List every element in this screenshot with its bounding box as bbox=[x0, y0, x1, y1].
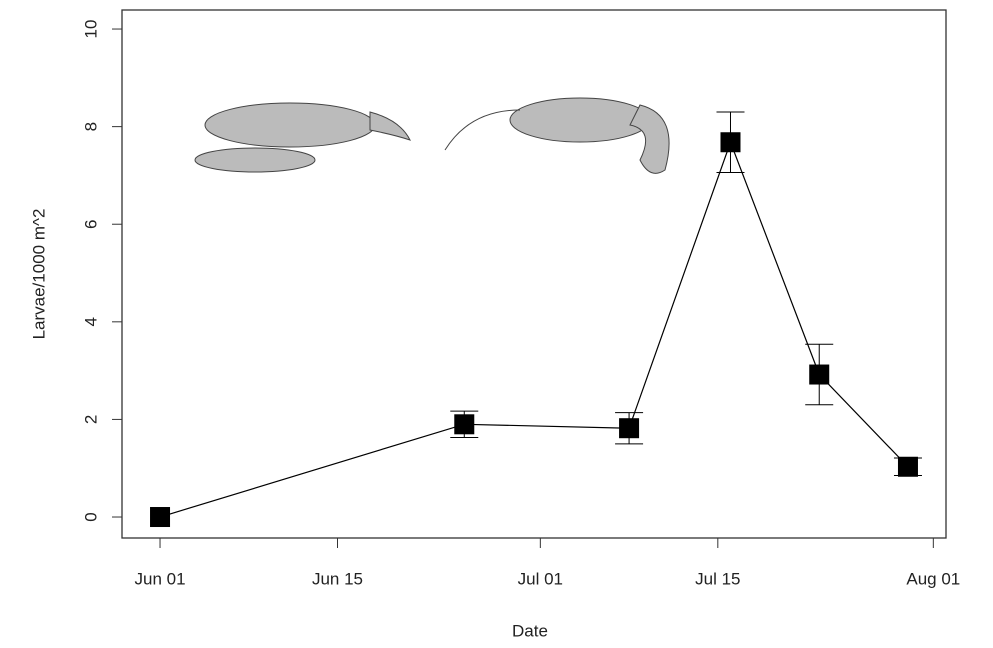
data-point bbox=[619, 418, 640, 439]
x-tick-label: Aug 01 bbox=[906, 569, 960, 588]
x-axis-title: Date bbox=[512, 621, 548, 640]
plot-frame bbox=[121, 9, 947, 539]
x-tick-label: Jul 01 bbox=[518, 569, 563, 588]
x-tick-label: Jul 15 bbox=[695, 569, 740, 588]
y-axis-title: Larvae/1000 m^2 bbox=[29, 209, 48, 340]
data-line bbox=[159, 140, 909, 518]
x-tick-label: Jun 01 bbox=[135, 569, 186, 588]
y-tick-label: 8 bbox=[81, 122, 100, 131]
y-tick-label: 6 bbox=[81, 219, 100, 228]
data-point bbox=[150, 507, 171, 528]
data-point bbox=[809, 364, 830, 385]
y-tick-label: 0 bbox=[81, 512, 100, 521]
x-tick-label: Jun 15 bbox=[312, 569, 363, 588]
y-tick-label: 2 bbox=[81, 415, 100, 424]
shrimp-illustration bbox=[194, 97, 670, 174]
data-point bbox=[720, 132, 741, 153]
y-tick-label: 4 bbox=[81, 317, 100, 326]
data-point bbox=[897, 456, 918, 477]
data-point bbox=[454, 414, 475, 435]
y-tick-label: 10 bbox=[81, 20, 100, 39]
